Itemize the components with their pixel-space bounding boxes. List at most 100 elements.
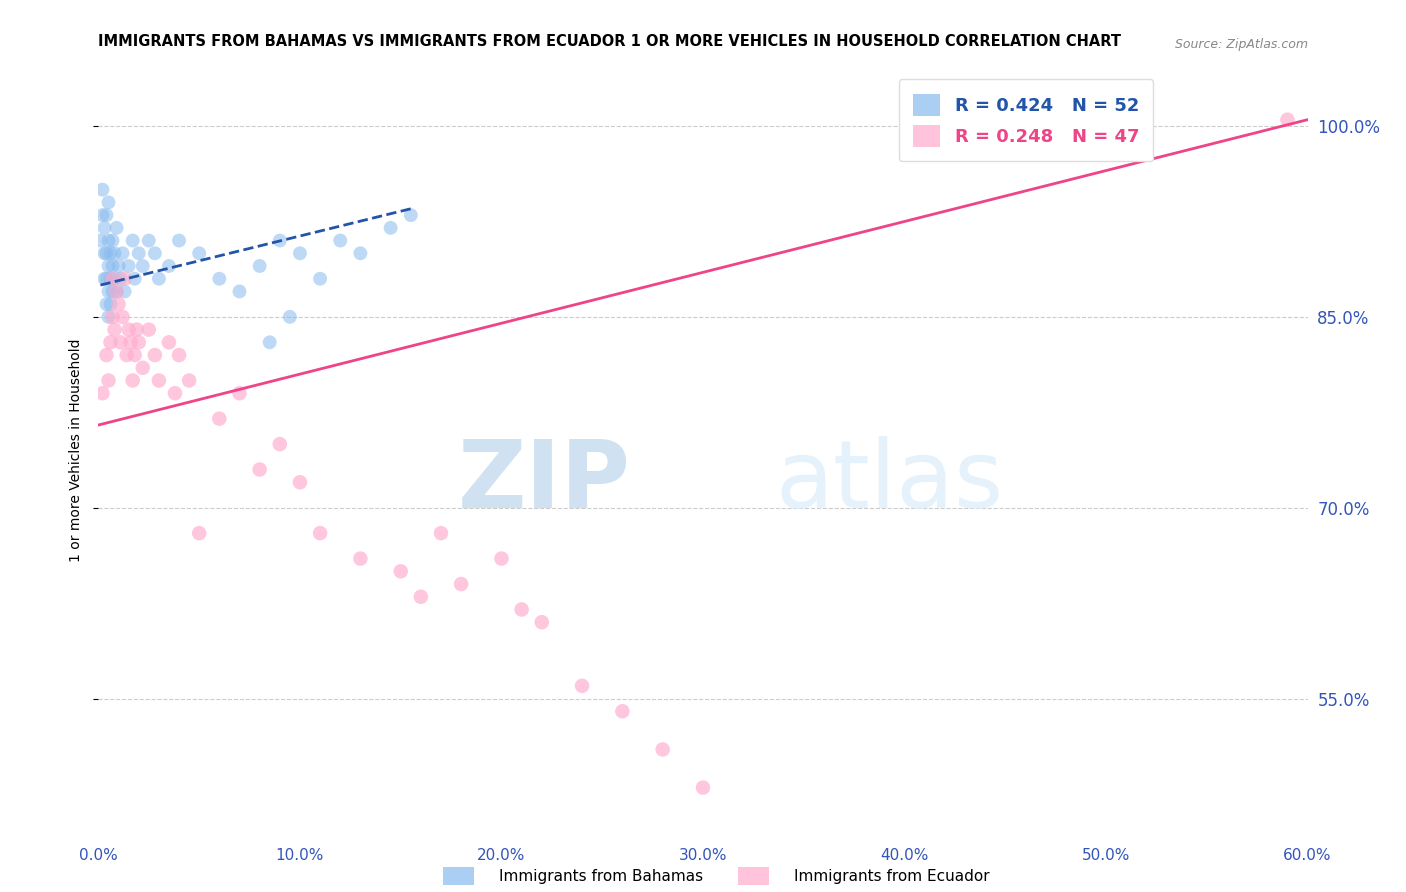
Point bbox=[269, 437, 291, 451]
Point bbox=[188, 246, 211, 260]
Point bbox=[228, 386, 250, 401]
Point bbox=[100, 271, 122, 285]
Point bbox=[430, 526, 453, 541]
Point bbox=[101, 259, 124, 273]
Point bbox=[103, 271, 125, 285]
Point bbox=[93, 246, 115, 260]
Point bbox=[105, 285, 128, 299]
Point bbox=[132, 259, 155, 273]
Point bbox=[118, 259, 141, 273]
Point bbox=[128, 335, 150, 350]
Point bbox=[111, 246, 134, 260]
Point bbox=[329, 234, 352, 248]
Point bbox=[93, 271, 115, 285]
Point bbox=[96, 246, 118, 260]
Legend: R = 0.424   N = 52, R = 0.248   N = 47: R = 0.424 N = 52, R = 0.248 N = 47 bbox=[898, 79, 1153, 161]
Point bbox=[132, 360, 155, 375]
Point bbox=[188, 526, 211, 541]
Point bbox=[530, 615, 553, 630]
Point bbox=[118, 323, 141, 337]
Point bbox=[249, 462, 271, 476]
Point bbox=[97, 310, 120, 324]
Point bbox=[288, 475, 311, 490]
Point bbox=[101, 285, 124, 299]
Text: atlas: atlas bbox=[776, 435, 1004, 527]
Point bbox=[259, 335, 281, 350]
Point bbox=[114, 285, 136, 299]
Point bbox=[97, 285, 120, 299]
Point bbox=[208, 271, 231, 285]
Point bbox=[100, 335, 122, 350]
Point bbox=[510, 602, 533, 616]
Point bbox=[124, 271, 146, 285]
Point bbox=[148, 374, 170, 388]
Point bbox=[143, 246, 166, 260]
Point bbox=[349, 551, 371, 566]
Point bbox=[101, 234, 124, 248]
Point bbox=[651, 742, 673, 756]
Text: IMMIGRANTS FROM BAHAMAS VS IMMIGRANTS FROM ECUADOR 1 OR MORE VEHICLES IN HOUSEHO: IMMIGRANTS FROM BAHAMAS VS IMMIGRANTS FR… bbox=[98, 34, 1122, 49]
Point bbox=[612, 704, 634, 718]
Point bbox=[278, 310, 301, 324]
Point bbox=[179, 374, 201, 388]
Point bbox=[167, 234, 190, 248]
Point bbox=[138, 234, 160, 248]
Point bbox=[97, 234, 120, 248]
Point bbox=[1277, 112, 1299, 127]
Point bbox=[163, 386, 186, 401]
Point bbox=[110, 335, 132, 350]
Point bbox=[450, 577, 472, 591]
Text: Immigrants from Bahamas: Immigrants from Bahamas bbox=[499, 870, 703, 884]
Point bbox=[389, 564, 412, 578]
Point bbox=[409, 590, 432, 604]
Point bbox=[89, 234, 111, 248]
Point bbox=[128, 246, 150, 260]
Point bbox=[101, 310, 124, 324]
Point bbox=[157, 259, 180, 273]
Point bbox=[121, 374, 143, 388]
Y-axis label: 1 or more Vehicles in Household: 1 or more Vehicles in Household bbox=[69, 339, 83, 562]
Point bbox=[114, 271, 136, 285]
Point bbox=[148, 271, 170, 285]
Point bbox=[107, 297, 129, 311]
Point bbox=[105, 285, 128, 299]
Point bbox=[157, 335, 180, 350]
Point bbox=[115, 348, 138, 362]
Point bbox=[228, 285, 250, 299]
Text: Source: ZipAtlas.com: Source: ZipAtlas.com bbox=[1174, 37, 1308, 51]
Point bbox=[138, 323, 160, 337]
Point bbox=[91, 386, 114, 401]
Point bbox=[96, 297, 118, 311]
Point bbox=[93, 220, 115, 235]
Point bbox=[121, 234, 143, 248]
Point bbox=[96, 348, 118, 362]
Point bbox=[692, 780, 714, 795]
Point bbox=[249, 259, 271, 273]
Point bbox=[269, 234, 291, 248]
Point bbox=[100, 246, 122, 260]
Point bbox=[91, 208, 114, 222]
Point bbox=[103, 323, 125, 337]
Point bbox=[101, 271, 124, 285]
Point bbox=[571, 679, 593, 693]
Point bbox=[309, 271, 332, 285]
Point bbox=[111, 310, 134, 324]
Point bbox=[110, 271, 132, 285]
Point bbox=[399, 208, 422, 222]
Point bbox=[97, 195, 120, 210]
Point bbox=[97, 374, 120, 388]
Text: ZIP: ZIP bbox=[457, 435, 630, 527]
Point bbox=[96, 208, 118, 222]
Point bbox=[97, 259, 120, 273]
Point bbox=[380, 220, 402, 235]
Point bbox=[208, 411, 231, 425]
Point bbox=[288, 246, 311, 260]
Point bbox=[491, 551, 513, 566]
Point bbox=[120, 335, 142, 350]
Point bbox=[309, 526, 332, 541]
Point bbox=[349, 246, 371, 260]
Point bbox=[107, 259, 129, 273]
Point bbox=[96, 271, 118, 285]
Text: Immigrants from Ecuador: Immigrants from Ecuador bbox=[794, 870, 990, 884]
Point bbox=[125, 323, 148, 337]
